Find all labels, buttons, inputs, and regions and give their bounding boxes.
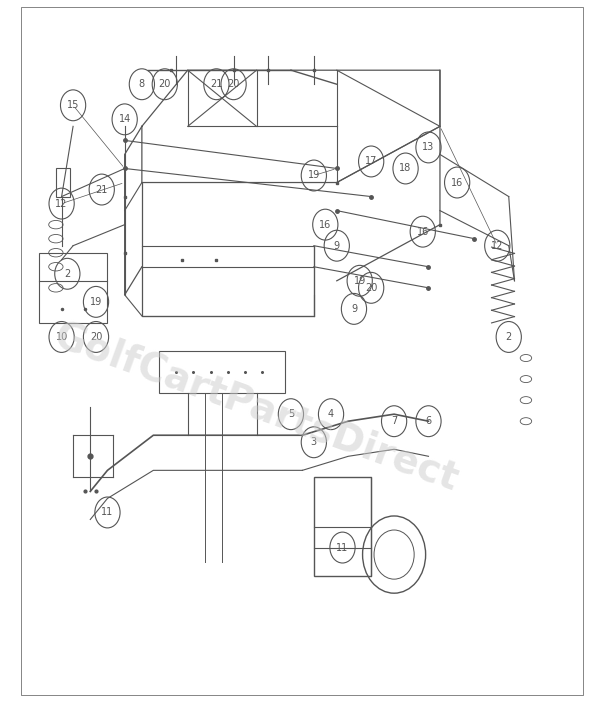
Text: 2: 2 (64, 269, 71, 279)
Text: 4: 4 (328, 409, 334, 419)
Text: 8: 8 (139, 79, 145, 89)
Text: 6: 6 (425, 416, 432, 426)
Text: 12: 12 (55, 199, 68, 208)
Text: 16: 16 (319, 220, 332, 230)
Text: 21: 21 (210, 79, 223, 89)
Bar (56, 168, 70, 197)
Text: 7: 7 (391, 416, 397, 426)
Text: 11: 11 (336, 543, 349, 552)
Text: 10: 10 (55, 332, 68, 342)
Bar (314, 477, 371, 576)
Text: 11: 11 (101, 508, 114, 517)
Text: 20: 20 (90, 332, 102, 342)
Text: 2: 2 (505, 332, 512, 342)
Text: GolfCartPartsDirect: GolfCartPartsDirect (49, 316, 464, 498)
Text: 19: 19 (353, 276, 366, 286)
Text: 9: 9 (334, 241, 340, 251)
Text: 19: 19 (90, 297, 102, 307)
Bar (39, 253, 107, 323)
Text: 3: 3 (311, 437, 317, 447)
Text: 21: 21 (95, 185, 108, 194)
Text: 14: 14 (118, 114, 131, 124)
Text: 5: 5 (288, 409, 294, 419)
Bar (159, 351, 285, 393)
Text: 16: 16 (451, 178, 464, 187)
Text: 12: 12 (491, 241, 504, 251)
Text: 13: 13 (422, 143, 435, 152)
Text: 17: 17 (365, 157, 378, 166)
Text: 15: 15 (67, 100, 80, 110)
Text: 20: 20 (365, 283, 378, 293)
Text: 18: 18 (399, 164, 412, 173)
Text: 9: 9 (351, 304, 357, 314)
Text: 16: 16 (416, 227, 429, 237)
Text: 19: 19 (307, 171, 320, 180)
Text: 20: 20 (158, 79, 171, 89)
Text: 20: 20 (227, 79, 240, 89)
